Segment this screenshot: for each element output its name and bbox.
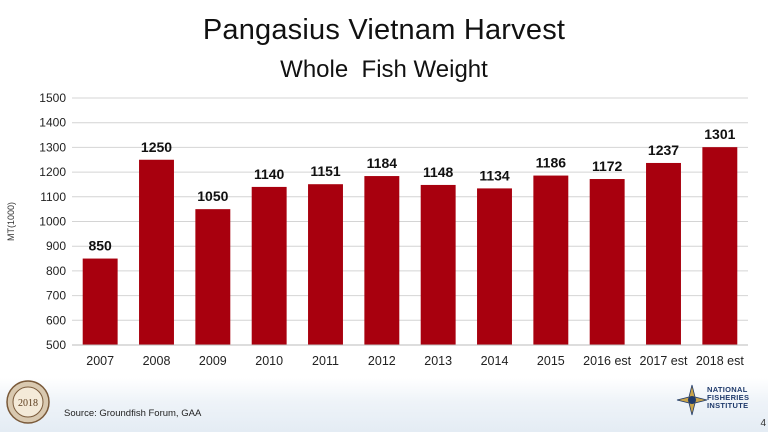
bar-2011 <box>308 184 343 345</box>
footer-band <box>0 378 768 432</box>
x-tick-label: 2008 <box>143 354 171 368</box>
logo-line-1: NATIONAL <box>707 385 748 394</box>
x-tick-label: 2007 <box>86 354 114 368</box>
data-label: 1184 <box>367 155 398 171</box>
bar-2007 <box>82 258 118 345</box>
logo-line-3: INSTITUTE <box>707 401 749 410</box>
y-tick-label: 600 <box>46 313 66 327</box>
conference-seal-icon: 2018 <box>6 380 50 424</box>
data-label: 1172 <box>592 158 623 174</box>
data-label: 1050 <box>197 188 228 204</box>
y-axis-label: MT(1000) <box>6 202 16 241</box>
nfi-logo-text: NATIONAL FISHERIES INSTITUTE <box>707 386 749 410</box>
bar-chart: 500 600 700 800 900 1000 1100 1200 1300 1400 1500 M… <box>6 91 748 368</box>
x-tick-label: 2016 est <box>583 354 631 368</box>
y-tick-label: 900 <box>46 239 66 253</box>
x-tick-label: 2015 <box>537 354 565 368</box>
y-tick-label: 1000 <box>39 215 66 229</box>
data-label: 1186 <box>536 155 567 171</box>
y-tick-label: 700 <box>46 289 66 303</box>
data-label: 1237 <box>648 142 679 158</box>
bar-2018-est <box>702 147 738 345</box>
bar-2015 <box>533 175 569 345</box>
x-tick-label: 2010 <box>255 354 283 368</box>
bar-2016-est <box>589 179 625 345</box>
bar-2008 <box>139 159 174 345</box>
slide-number: 4 <box>760 418 766 429</box>
data-label: 1151 <box>310 163 341 179</box>
bar-2013 <box>420 184 456 345</box>
data-label: 1134 <box>479 167 510 183</box>
data-label: 1301 <box>704 126 735 142</box>
nfi-logo-icon <box>676 384 708 416</box>
source-note: Source: Groundfish Forum, GAA <box>64 408 202 419</box>
chart-subtitle: Whole Fish Weight <box>280 56 488 83</box>
bar-2009 <box>195 209 231 345</box>
data-label: 1250 <box>141 139 172 155</box>
bar-2012 <box>364 176 400 345</box>
y-tick-label: 1500 <box>39 91 66 105</box>
y-tick-label: 1300 <box>39 140 66 154</box>
x-tick-label: 2018 est <box>696 354 744 368</box>
bar-2014 <box>477 188 512 345</box>
y-tick-label: 1200 <box>39 165 66 179</box>
data-label: 850 <box>88 238 112 254</box>
data-label: 1148 <box>423 164 454 180</box>
y-tick-label: 500 <box>46 338 66 352</box>
bar-2017-est <box>646 162 681 345</box>
data-label: 1140 <box>254 166 285 182</box>
y-tick-label: 1400 <box>39 116 66 130</box>
y-tick-label: 1100 <box>40 190 66 204</box>
x-tick-label: 2017 est <box>640 354 688 368</box>
chart-title: Pangasius Vietnam Harvest <box>202 14 566 46</box>
x-tick-label: 2013 <box>424 354 452 368</box>
y-tick-label: 800 <box>46 264 66 278</box>
x-tick-label: 2011 <box>312 354 339 368</box>
bar-2010 <box>251 186 287 345</box>
x-tick-label: 2014 <box>481 354 509 368</box>
logo-line-2: FISHERIES <box>707 393 750 402</box>
x-tick-label: 2012 <box>368 354 396 368</box>
seal-year: 2018 <box>18 398 38 409</box>
x-tick-label: 2009 <box>199 354 227 368</box>
